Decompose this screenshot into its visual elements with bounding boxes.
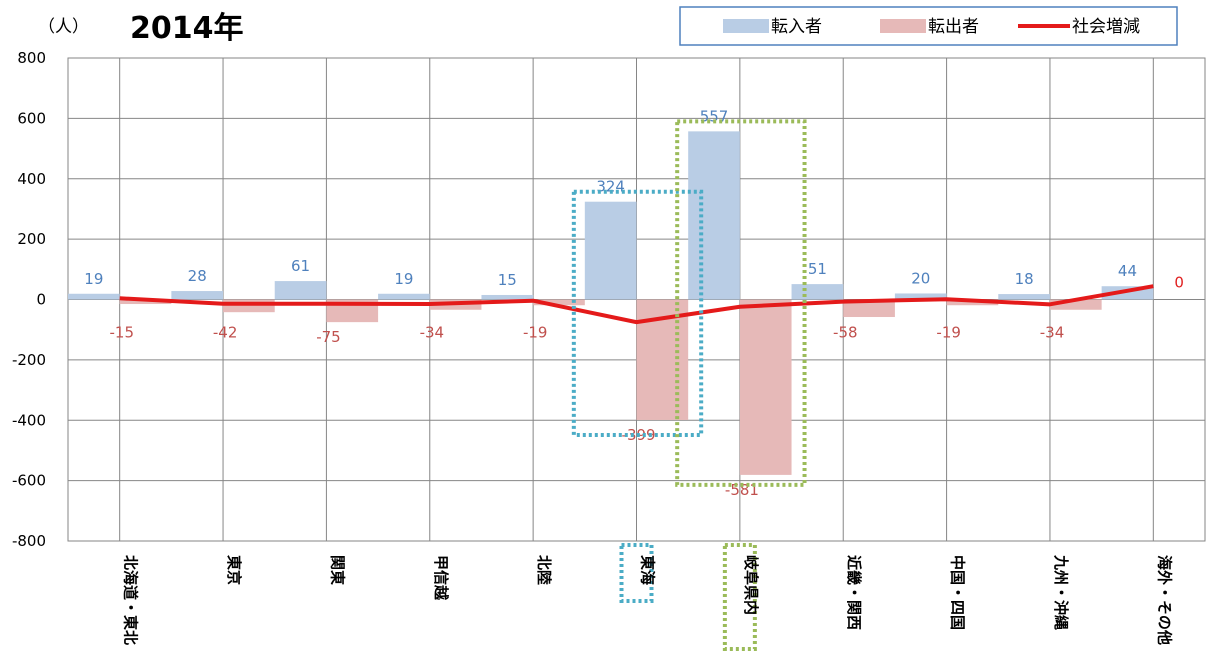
y-tick-label: 800 <box>17 49 46 67</box>
data-label-out: -34 <box>420 324 445 342</box>
bar-in <box>68 294 120 300</box>
x-tick-label: 海外・その他 <box>1155 555 1173 645</box>
x-tick-label: 甲信越 <box>432 555 450 601</box>
data-label-in: 28 <box>188 267 207 285</box>
x-tick-label: 北陸 <box>535 555 553 585</box>
x-tick-label: 九州・沖縄 <box>1052 554 1070 630</box>
bar-out <box>223 300 275 313</box>
y-tick-label: 600 <box>17 109 46 127</box>
y-tick-label: 200 <box>17 230 46 248</box>
legend: 転入者 転出者 社会増減 <box>680 7 1177 45</box>
legend-swatch <box>880 19 926 33</box>
bar-out <box>740 300 792 475</box>
data-label-in: 19 <box>84 270 103 288</box>
data-label-out: -58 <box>833 324 858 342</box>
chart-title: 2014年 <box>130 11 244 46</box>
x-axis: 北海道・東北 東京 関東 甲信越 北陸 東海 岐阜県内 近畿・関西 中国・四国 九州・沖縄 海外・そ… <box>122 554 1174 645</box>
y-axis: 800 600 400 200 0 -200 -400 -600 -800 <box>12 49 46 550</box>
data-label-in: 51 <box>808 260 827 278</box>
data-label-out: -34 <box>1040 324 1065 342</box>
legend-label: 転出者 <box>928 17 979 37</box>
x-tick-label: 近畿・関西 <box>845 555 863 630</box>
data-label-in: 18 <box>1015 270 1034 288</box>
bar-in <box>792 284 844 299</box>
data-label-out: 0 <box>1174 274 1184 292</box>
x-tick-label: 北海道・東北 <box>122 555 140 645</box>
unit-label: （人） <box>38 17 89 37</box>
legend-label: 転入者 <box>771 17 822 37</box>
data-label-in: 44 <box>1118 262 1137 280</box>
x-tick-label: 東京 <box>225 555 243 585</box>
bar-in <box>378 294 430 300</box>
x-tick-label: 岐阜県内 <box>742 555 760 615</box>
y-tick-label: -800 <box>12 532 46 550</box>
y-tick-label: -600 <box>12 472 46 490</box>
data-label-out: -75 <box>316 328 341 346</box>
bar-in <box>275 281 327 299</box>
bar-in <box>585 202 637 300</box>
data-label-in: 61 <box>291 257 310 275</box>
data-label-in: 15 <box>498 271 517 289</box>
data-label-in: 19 <box>394 270 413 288</box>
y-tick-label: 400 <box>17 170 46 188</box>
data-label-out: -15 <box>109 324 134 342</box>
legend-label: 社会増減 <box>1072 17 1140 37</box>
data-label-out: -42 <box>213 324 238 342</box>
x-tick-label: 関東 <box>328 555 346 585</box>
bar-in <box>998 294 1050 299</box>
y-tick-label: -200 <box>12 351 46 369</box>
data-label-out: -19 <box>936 324 961 342</box>
data-label-out: -19 <box>523 324 548 342</box>
bar-in <box>171 291 223 299</box>
x-tick-label: 中国・四国 <box>949 555 967 630</box>
y-tick-label: 0 <box>36 291 46 309</box>
legend-swatch <box>723 19 769 33</box>
bar-in <box>481 295 533 300</box>
x-tick-label: 東海 <box>639 555 657 585</box>
data-label-in: 20 <box>911 269 930 287</box>
y-tick-label: -400 <box>12 411 46 429</box>
bar-in <box>688 131 740 299</box>
